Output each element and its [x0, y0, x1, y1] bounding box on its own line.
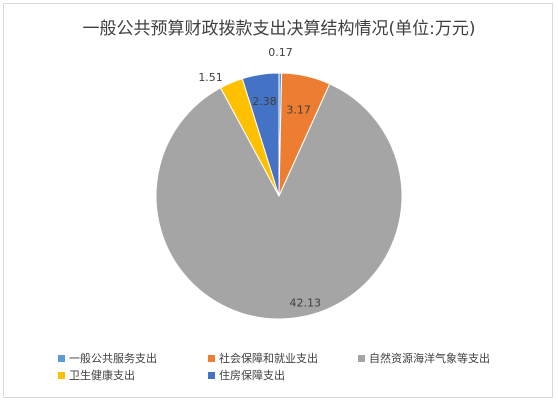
- legend-swatch: [358, 354, 365, 362]
- data-label: 2.38: [252, 95, 277, 108]
- chart-title: 一般公共预算财政拨款支出决算结构情况(单位:万元): [82, 19, 476, 39]
- legend-label: 一般公共服务支出: [69, 352, 157, 365]
- data-label: 0.17: [268, 46, 293, 59]
- legend-label: 住房保障支出: [219, 369, 285, 382]
- legend-label: 卫生健康支出: [69, 369, 135, 382]
- data-label: 42.13: [290, 296, 322, 309]
- legend-item: 住房保障支出: [208, 367, 285, 383]
- legend-label: 自然资源海洋气象等支出: [369, 352, 490, 365]
- legend-item: 自然资源海洋气象等支出: [358, 350, 490, 366]
- legend-label: 社会保障和就业支出: [219, 352, 318, 365]
- legend-item: 卫生健康支出: [58, 367, 135, 383]
- legend-item: 一般公共服务支出: [58, 350, 157, 366]
- data-label: 1.51: [198, 71, 223, 84]
- legend-swatch: [58, 354, 65, 362]
- legend-swatch: [208, 371, 215, 379]
- pie-slice: [155, 83, 403, 320]
- legend-swatch: [58, 371, 65, 379]
- legend-swatch: [208, 354, 215, 362]
- data-label: 3.17: [286, 104, 311, 117]
- pie-slice: [241, 72, 280, 197]
- legend-item: 社会保障和就业支出: [208, 350, 318, 366]
